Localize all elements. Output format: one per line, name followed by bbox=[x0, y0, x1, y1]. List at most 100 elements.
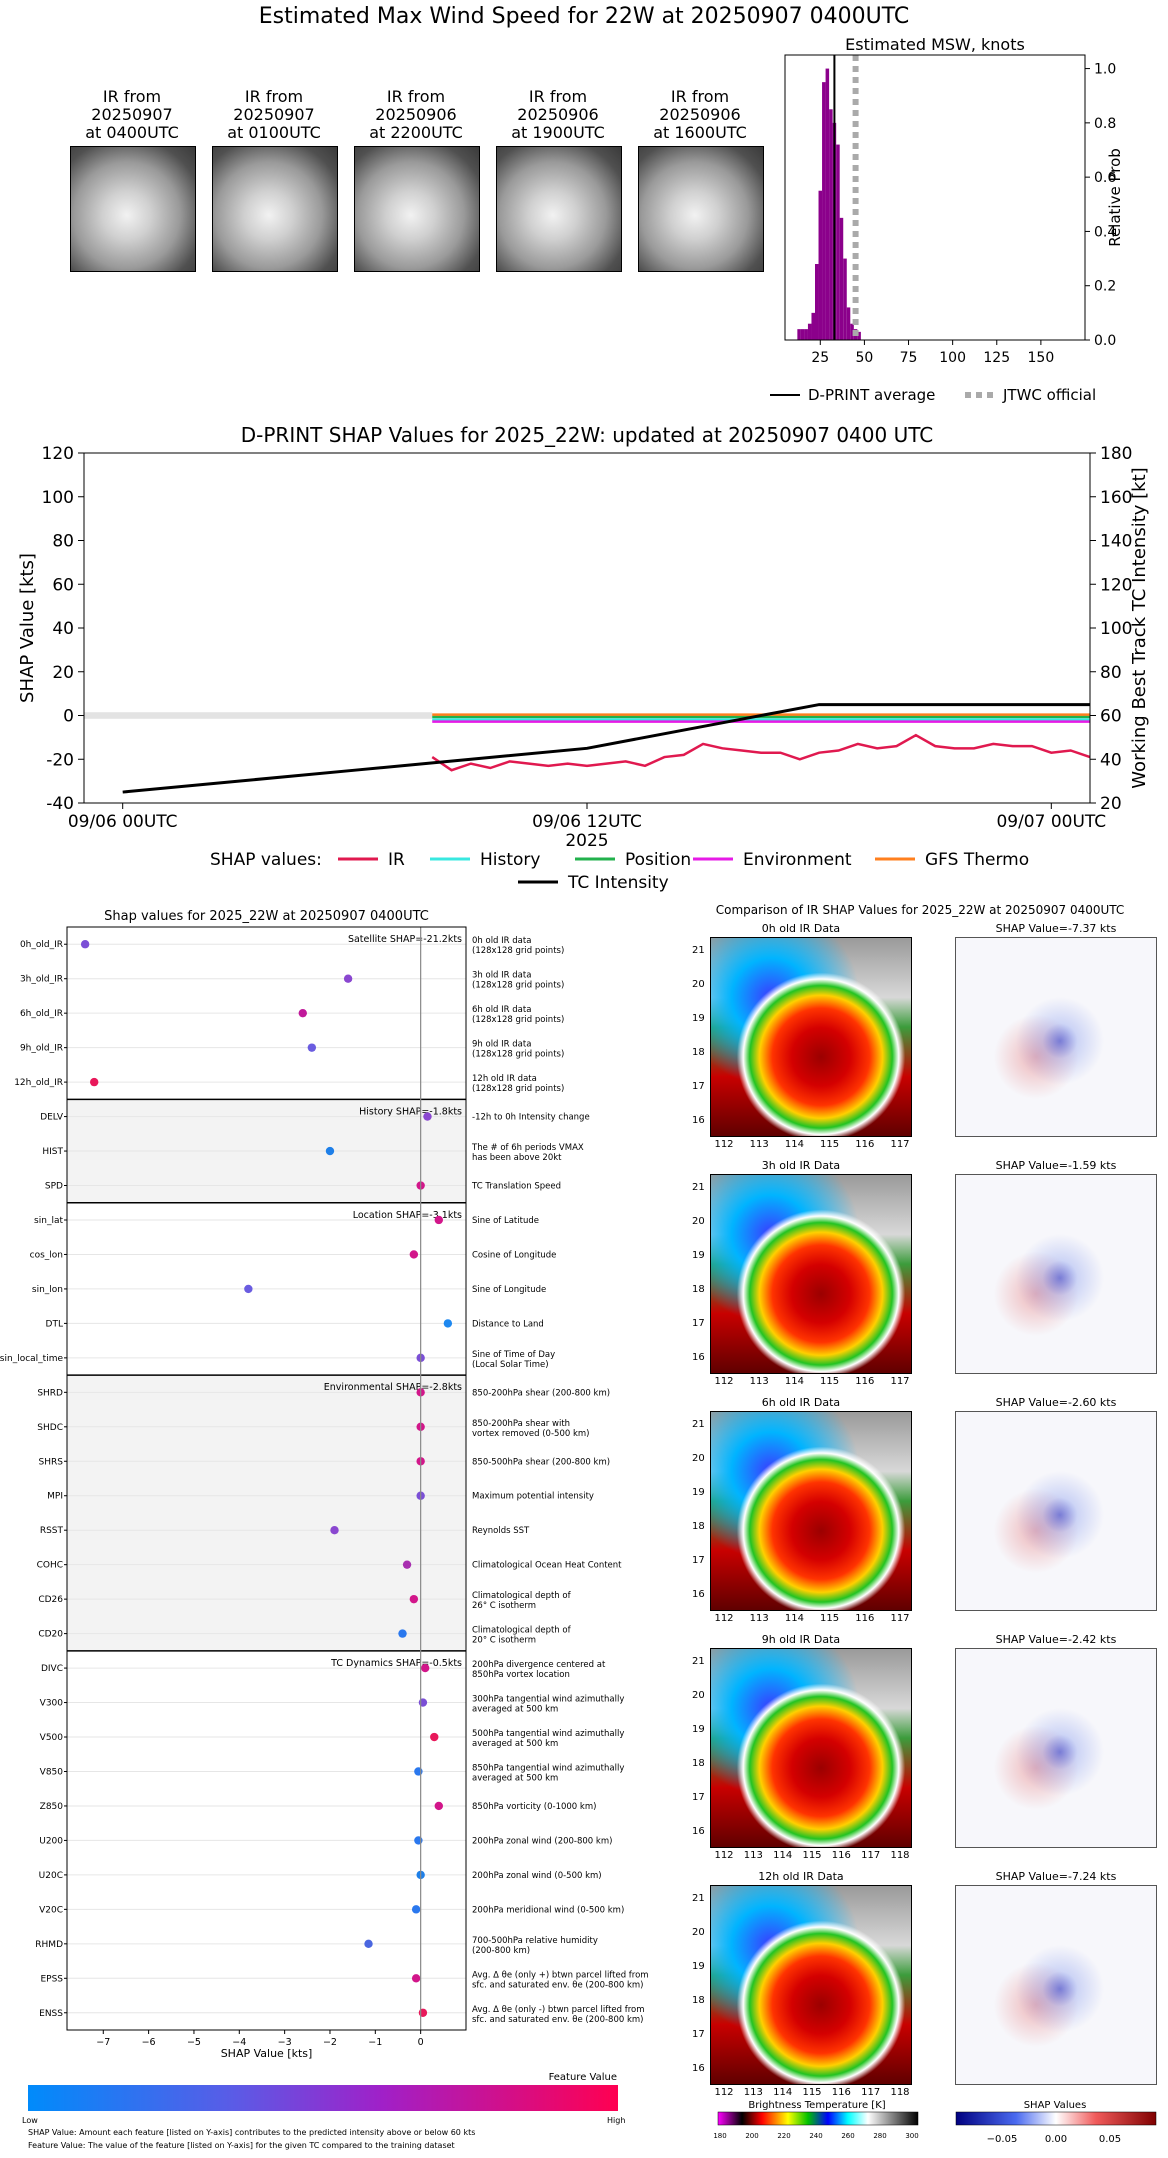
timeseries-ytick-right-label: 100 bbox=[1100, 619, 1132, 639]
scatter-feature-label: SPD bbox=[45, 1182, 63, 1192]
scatter-feature-label: V300 bbox=[40, 1699, 64, 1709]
scatter-point bbox=[414, 1767, 423, 1776]
scatter-feature-label: 3h_old_IR bbox=[20, 975, 63, 985]
histogram-ylabel: Relative Prob bbox=[1106, 148, 1124, 247]
timeseries-legend-label: TC Intensity bbox=[567, 873, 669, 893]
ir-map-ytick-label: 20 bbox=[692, 1453, 705, 1464]
scatter-feature-label: MPI bbox=[47, 1492, 63, 1502]
timeseries-ytick-label: 60 bbox=[52, 575, 74, 595]
scatter-point bbox=[434, 1215, 443, 1225]
histogram-xtick-label: 75 bbox=[900, 350, 918, 366]
timeseries-ytick-label: -20 bbox=[46, 750, 74, 770]
ir-panel-title: 3h old IR Data bbox=[761, 1159, 841, 1172]
histogram-bar bbox=[800, 329, 805, 340]
timeseries-line bbox=[122, 703, 1090, 794]
timeseries-ylabel: SHAP Value [kts] bbox=[17, 553, 38, 703]
timeseries-ytick-right-label: 60 bbox=[1100, 707, 1122, 727]
shap-colorbar bbox=[955, 2111, 1157, 2126]
scatter-frame bbox=[66, 926, 467, 2031]
scatter-group-label: TC Dynamics SHAP=-0.5kts bbox=[330, 1658, 462, 1669]
ir-map-xtick-label: 117 bbox=[890, 1376, 910, 1387]
ir-map-ytick-label: 21 bbox=[692, 1656, 705, 1667]
timeseries-ytick-right-label: 140 bbox=[1100, 532, 1132, 552]
scatter-point bbox=[298, 1008, 307, 1018]
ir-thumbnail-label-line: IR from bbox=[102, 87, 162, 106]
scatter-xlabel: SHAP Value [kts] bbox=[221, 2047, 313, 2060]
ir-thumbnail-label-line: at 2200UTC bbox=[369, 123, 463, 142]
scatter-feature-desc: 9h old IR data bbox=[472, 1040, 531, 1050]
bt-colorbar-tick: 280 bbox=[873, 2132, 886, 2140]
ir-map-xtick-label: 113 bbox=[749, 1613, 769, 1624]
timeseries-legend-label: Environment bbox=[743, 850, 852, 870]
scatter-feature-desc: 850-500hPa shear (200-800 km) bbox=[472, 1457, 610, 1467]
shap-value-map bbox=[955, 1411, 1157, 1611]
ir-thumbnail-label-line: IR from bbox=[244, 87, 304, 106]
timeseries-xtick-label: 09/06 12UTC bbox=[532, 812, 642, 832]
ir-map-xtick-label: 116 bbox=[831, 1850, 851, 1861]
scatter-point bbox=[443, 1319, 453, 1328]
ir-map-xtick-label: 118 bbox=[890, 2087, 910, 2098]
ir-map-xtick-label: 112 bbox=[714, 2087, 734, 2098]
histogram-bar bbox=[846, 307, 851, 340]
ir-thumbnail-image bbox=[496, 146, 622, 272]
ir-panel-title: 6h old IR Data bbox=[761, 1396, 841, 1409]
scatter-xtick-label: 0 bbox=[418, 2037, 424, 2048]
histogram-ytick-label: 1.0 bbox=[1094, 62, 1116, 78]
histogram-xtick-label: 100 bbox=[939, 350, 966, 366]
scatter-feature-desc: Maximum potential intensity bbox=[472, 1492, 594, 1502]
timeseries-legend-label: GFS Thermo bbox=[925, 850, 1029, 870]
histogram-bar bbox=[839, 217, 844, 340]
bt-colorbar-tick: 180 bbox=[713, 2132, 726, 2140]
ir-map-ytick-label: 19 bbox=[692, 1961, 705, 1972]
scatter-point bbox=[434, 1801, 443, 1811]
shap-feature-scatter-chart: Shap values for 2025_22W at 20250907 040… bbox=[0, 909, 649, 2150]
scatter-feature-label: EPSS bbox=[40, 1974, 63, 1984]
scatter-feature-label: 9h_old_IR bbox=[20, 1044, 63, 1054]
ir-map-xtick-label: 114 bbox=[784, 1376, 804, 1387]
histogram-xtick-label: 150 bbox=[1028, 350, 1055, 366]
legend-jtwc-label: JTWC official bbox=[1002, 386, 1096, 404]
timeseries-title: D-PRINT SHAP Values for 2025_22W: update… bbox=[241, 423, 933, 447]
scatter-feature-desc: 850hPa vortex location bbox=[472, 1670, 570, 1680]
ir-map-xtick-label: 112 bbox=[714, 1376, 734, 1387]
ir-thumbnail-label-line: at 1900UTC bbox=[511, 123, 605, 142]
scatter-feature-desc: Sine of Latitude bbox=[472, 1216, 539, 1226]
ir-map-ytick-label: 20 bbox=[692, 1216, 705, 1227]
scatter-point bbox=[244, 1284, 253, 1294]
ir-map-xtick-label: 116 bbox=[831, 2087, 851, 2098]
scatter-feature-desc: averaged at 500 km bbox=[472, 1773, 558, 1783]
scatter-point bbox=[90, 1077, 99, 1087]
scatter-point bbox=[420, 1663, 430, 1673]
scatter-feature-label: sin_local_time bbox=[0, 1354, 63, 1364]
shap-panel-title: SHAP Value=-2.60 kts bbox=[995, 1396, 1117, 1409]
scatter-feature-desc: (128x128 grid points) bbox=[472, 946, 564, 956]
timeseries-ytick-label: 100 bbox=[42, 488, 74, 508]
scatter-feature-desc: 850hPa vorticity (0-1000 km) bbox=[472, 1802, 596, 1812]
scatter-feature-desc: 200hPa meridional wind (0-500 km) bbox=[472, 1905, 624, 1915]
shap-colorbar-label: SHAP Values bbox=[1024, 2100, 1087, 2111]
scatter-feature-desc: 500hPa tangential wind azimuthally bbox=[472, 1729, 624, 1739]
scatter-feature-desc: Avg. Δ θe (only -) btwn parcel lifted fr… bbox=[472, 2005, 645, 2015]
scatter-feature-desc: Distance to Land bbox=[472, 1319, 544, 1329]
ir-data-map bbox=[710, 1411, 912, 1611]
ir-map-xtick-label: 113 bbox=[743, 1850, 763, 1861]
ir-thumbnail-label-line: IR from bbox=[528, 87, 588, 106]
ir-thumbnail-image bbox=[638, 146, 764, 272]
histogram-xtick-label: 50 bbox=[855, 350, 873, 366]
ir-map-ytick-label: 21 bbox=[692, 1893, 705, 1904]
ir-map-ytick-label: 20 bbox=[692, 979, 705, 990]
ir-thumbnail-label-line: 20250906 bbox=[375, 105, 457, 124]
scatter-feature-label: U20C bbox=[39, 1871, 63, 1881]
scatter-xtick-label: −5 bbox=[187, 2037, 201, 2048]
scatter-feature-desc: vortex removed (0-500 km) bbox=[472, 1429, 589, 1439]
scatter-feature-label: Z850 bbox=[40, 1802, 64, 1812]
scatter-feature-desc: 26° C isotherm bbox=[472, 1601, 536, 1611]
scatter-feature-desc: (Local Solar Time) bbox=[472, 1360, 549, 1370]
histogram-bar bbox=[807, 323, 812, 340]
scatter-title: Shap values for 2025_22W at 20250907 040… bbox=[104, 909, 429, 924]
scatter-feature-desc: (128x128 grid points) bbox=[472, 1050, 564, 1060]
histogram-bar bbox=[804, 329, 808, 340]
main-title: Estimated Max Wind Speed for 22W at 2025… bbox=[258, 4, 910, 29]
scatter-feature-desc: 200hPa zonal wind (0-500 km) bbox=[472, 1871, 602, 1881]
scatter-feature-desc: TC Translation Speed bbox=[471, 1182, 561, 1192]
